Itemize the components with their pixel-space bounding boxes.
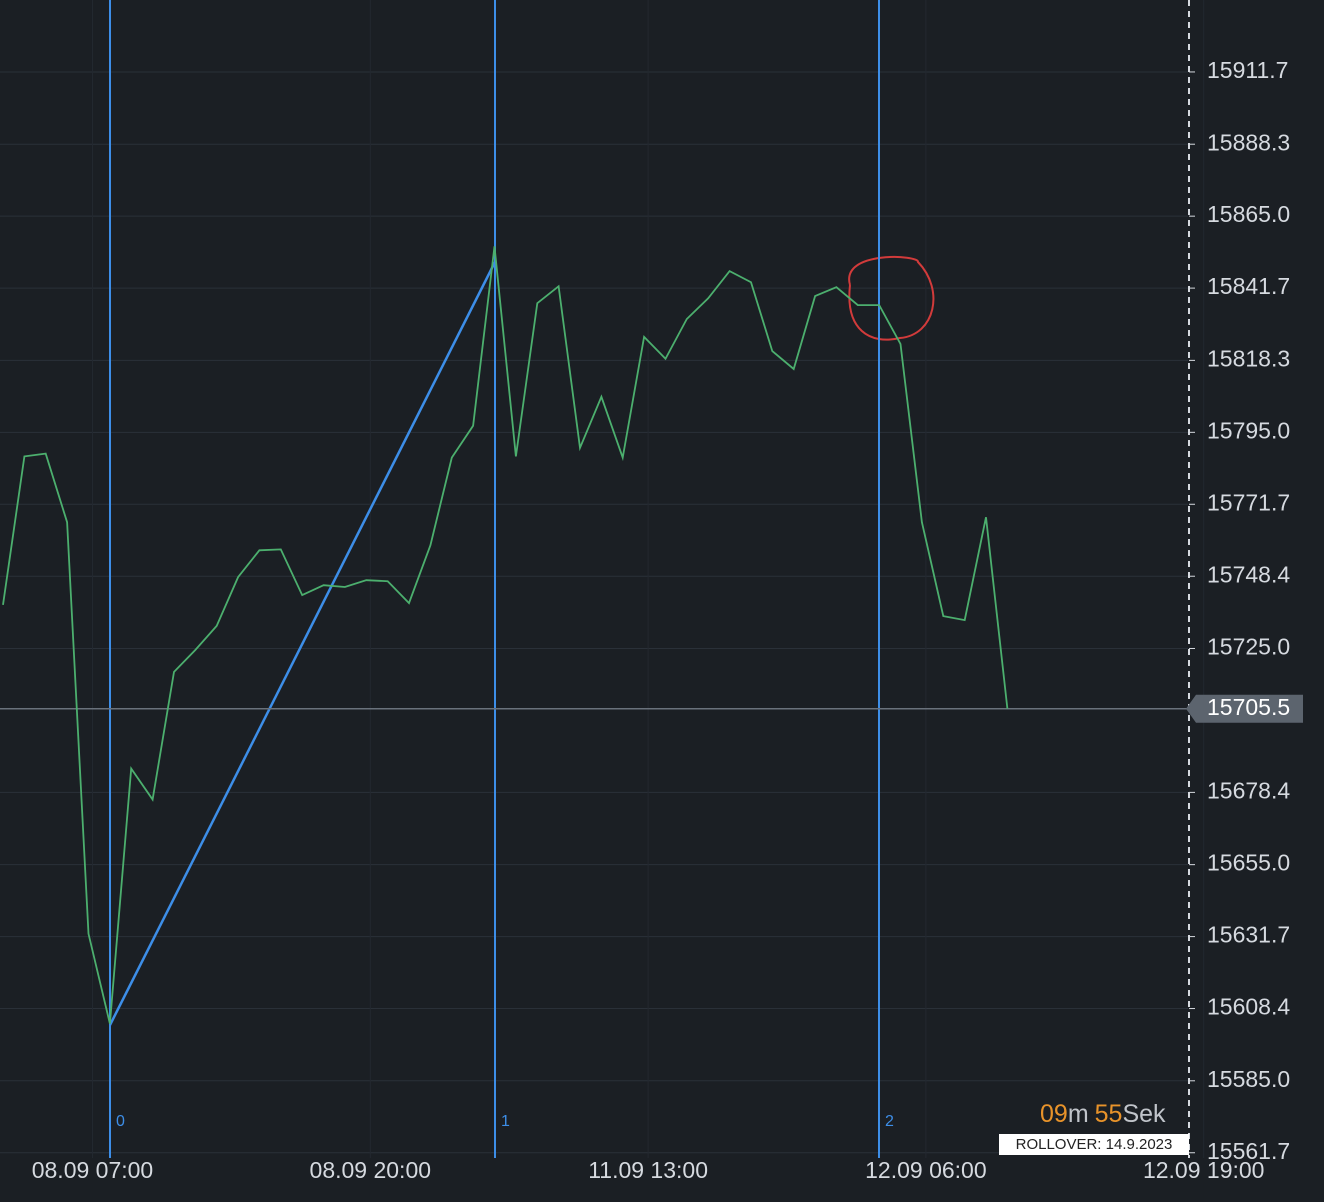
y-tick-label: 15771.7 [1207,489,1290,515]
marker-label: 0 [116,1113,125,1130]
trend-line [108,261,497,1026]
marker-label: 1 [501,1113,510,1130]
y-tick-label: 15608.4 [1207,994,1290,1020]
y-tick-label: 15818.3 [1207,345,1290,371]
x-tick-label: 12.09 19:00 [1143,1157,1265,1183]
y-tick-label: 15655.0 [1207,850,1290,876]
y-tick-label: 15631.7 [1207,922,1290,948]
countdown-minutes-unit: m [1068,1100,1089,1128]
y-tick-label: 15911.7 [1207,57,1288,83]
countdown-minutes: 09 [1040,1100,1068,1128]
countdown-seconds-unit: Sek [1122,1100,1166,1128]
rollover-box [999,1134,1189,1155]
y-tick-label: 15561.7 [1207,1138,1290,1164]
current-price-box [1186,694,1303,723]
x-tick-label: 08.09 07:00 [32,1157,154,1183]
y-tick-label: 15841.7 [1207,273,1290,299]
countdown-seconds: 55 [1095,1100,1123,1128]
y-tick-label: 15865.0 [1207,201,1290,227]
plot [0,0,1188,1158]
y-tick-label: 15678.4 [1207,777,1290,803]
countdown: 09m 55Sek [1040,1100,1166,1128]
highlight-circle [848,256,935,341]
y-tick-label: 15888.3 [1207,129,1290,155]
grid [0,0,1205,1158]
y-tick-label: 15795.0 [1207,417,1290,443]
marker-label: 2 [885,1113,894,1130]
price-line [2,246,1009,1024]
x-tick-label: 11.09 13:00 [588,1157,708,1183]
x-tick-label: 08.09 20:00 [310,1157,432,1183]
y-tick-label: 15585.0 [1207,1066,1290,1092]
y-tick-label: 15725.0 [1207,634,1290,660]
y-tick-label: 15748.4 [1207,561,1290,587]
rollover: ROLLOVER: 14.9.2023 [1016,1136,1173,1153]
x-tick-label: 12.09 06:00 [865,1157,987,1183]
current-price-label: 15705.5 [1207,694,1290,720]
